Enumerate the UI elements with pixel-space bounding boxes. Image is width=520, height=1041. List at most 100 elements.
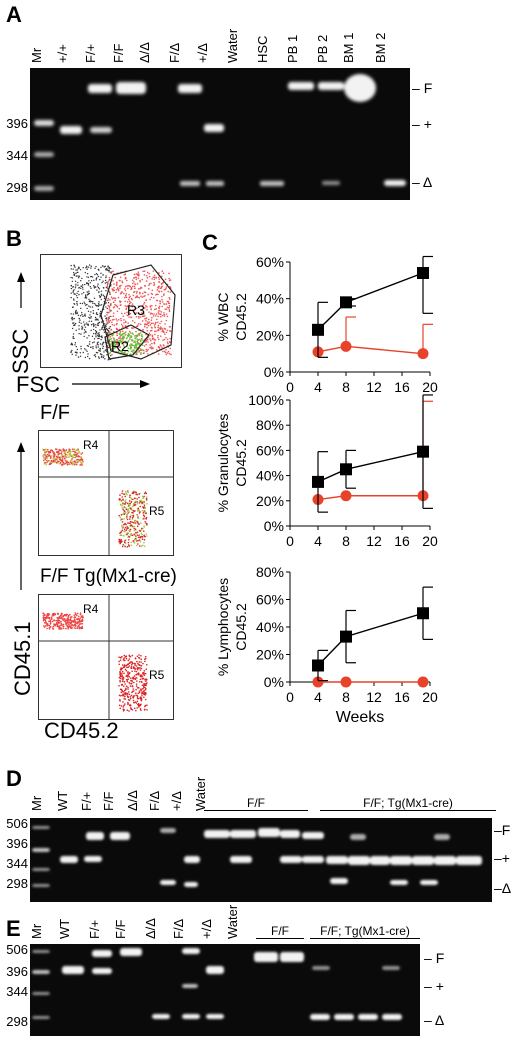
panel-e-gel-bands [32,948,402,1020]
x-tick-label: 8 [342,533,350,549]
data-point-circle [417,676,429,688]
gel-band [32,970,50,974]
y-axis-label-unit: CD45.2 [233,603,249,651]
gel-band [206,1014,224,1019]
gel-band [348,856,370,865]
gel-band [204,830,230,838]
data-point-square [417,445,429,458]
x-tick-label: 12 [366,533,382,549]
y-tick-label: 60% [256,442,284,458]
gel-band [160,880,176,885]
gel-band [330,878,348,884]
data-point-square [340,296,352,309]
data-point-circle [340,490,352,502]
panel-d-lane-label: F/+ [79,791,94,811]
ff-cd45-dots: R4 R5 [39,431,173,555]
panel-a-gel-bands [34,74,406,191]
gel-band [230,856,252,863]
gel-band [350,834,366,840]
panel-e-band-plus: – + [424,978,444,994]
gel-band [110,832,130,840]
panel-d-group-ff: F/F [204,796,308,811]
panel-e-lane-label: Mr [29,923,44,939]
panel-a-lane-label: Δ/Δ [137,42,152,63]
x-tick-label: 8 [342,689,350,705]
panel-e-lane-label: WT [57,918,72,939]
gate-r4-label-2: R4 [83,602,99,616]
panel-a-lane-label: +/Δ [195,43,210,63]
gel-band [160,828,176,833]
series-line [317,345,424,355]
panel-d-lane-label: WT [55,790,70,811]
panel-e-band-f: – F [424,950,445,966]
panel-a-lane-label: HSC [255,35,270,63]
panel-e-letter: E [6,916,21,941]
sample-ff-label: F/F [40,402,70,424]
gel-band [456,856,482,865]
panel-d-letter: D [6,766,22,791]
gate-r5-label-2: R5 [149,668,165,682]
gate-r4-label: R4 [83,438,99,452]
data-point-square [417,267,429,279]
panel-d-group-ff-mx1: F/F; Tg(Mx1-cre) [320,796,496,811]
ssc-label: SSC [8,329,33,374]
x-tick-label: 0 [286,689,294,705]
x-tick-label: 16 [394,533,410,549]
series-line [317,612,424,666]
fsc-label: FSC [16,372,60,397]
gel-band [120,948,142,956]
gel-band [258,828,280,837]
x-tick-label: 20 [422,379,438,395]
x-tick-label: 12 [366,379,382,395]
gel-band [230,830,256,838]
panel-d-marker-396: 396 [6,836,28,851]
gel-band [32,992,50,995]
ff-mx1-cd45-plot: R4 R5 [38,594,174,720]
panel-a-marker-298: 298 [6,180,28,195]
panel-c-charts: 0%20%40%60%0 4 8 12 16 20% WBC CD45.20%20%40%6… [215,254,438,726]
gel-band [280,830,300,838]
y-tick-label: 60% [256,592,284,608]
y-axis-label: % WBC [215,293,231,342]
gate-r5-label: R5 [149,504,165,518]
y-tick-label: 100% [248,392,284,408]
panel-e-group-ff-mx1: F/F; Tg(Mx1-cre) [310,924,420,939]
fsc-arrow [72,376,152,397]
panel-e-band-delta: – Δ [424,1012,445,1028]
y-tick-label: 20% [256,327,284,343]
gel-band [412,856,434,865]
gel-band [84,856,102,862]
panel-e-marker-506: 506 [6,942,28,957]
x-axis-label: Weeks [336,709,385,726]
gel-band [32,1016,50,1019]
gel-band [32,884,50,887]
panel-a-band-f: – F [412,80,433,96]
y-tick-label: 40% [256,468,284,484]
x-tick-label: 16 [394,689,410,705]
panel-a-letter: A [6,2,22,27]
panel-e-lane-label: F/Δ [171,918,186,939]
panel-d-lane-label: Δ/Δ [125,790,140,811]
gel-band [32,868,50,871]
data-point-circle [340,340,352,352]
gel-band [382,966,400,970]
gel-band [390,880,408,885]
y-axis-label-unit: CD45.2 [233,293,249,341]
gate-r3-outline [100,264,176,360]
gel-band [32,950,50,953]
panel-a-lane-label: F/+ [83,43,98,63]
panel-a-lane-label: Water [225,28,240,63]
data-point-square [312,323,324,336]
gel-band [326,856,348,864]
panel-d-marker-344: 344 [6,856,28,871]
gel-band [302,832,324,839]
panel-d-marker-506: 506 [6,816,28,831]
panel-a-lane-label: BM 1 [341,32,356,63]
gate-r2-label: R2 [111,338,129,354]
gel-band [184,882,198,887]
gel-band [310,1014,330,1020]
x-tick-label: 0 [286,533,294,549]
sample-ff-mx1-label: F/F Tg(Mx1-cre) [40,566,177,587]
panel-d-band-delta: –Δ [494,880,512,896]
y-tick-label: 40% [256,619,284,635]
